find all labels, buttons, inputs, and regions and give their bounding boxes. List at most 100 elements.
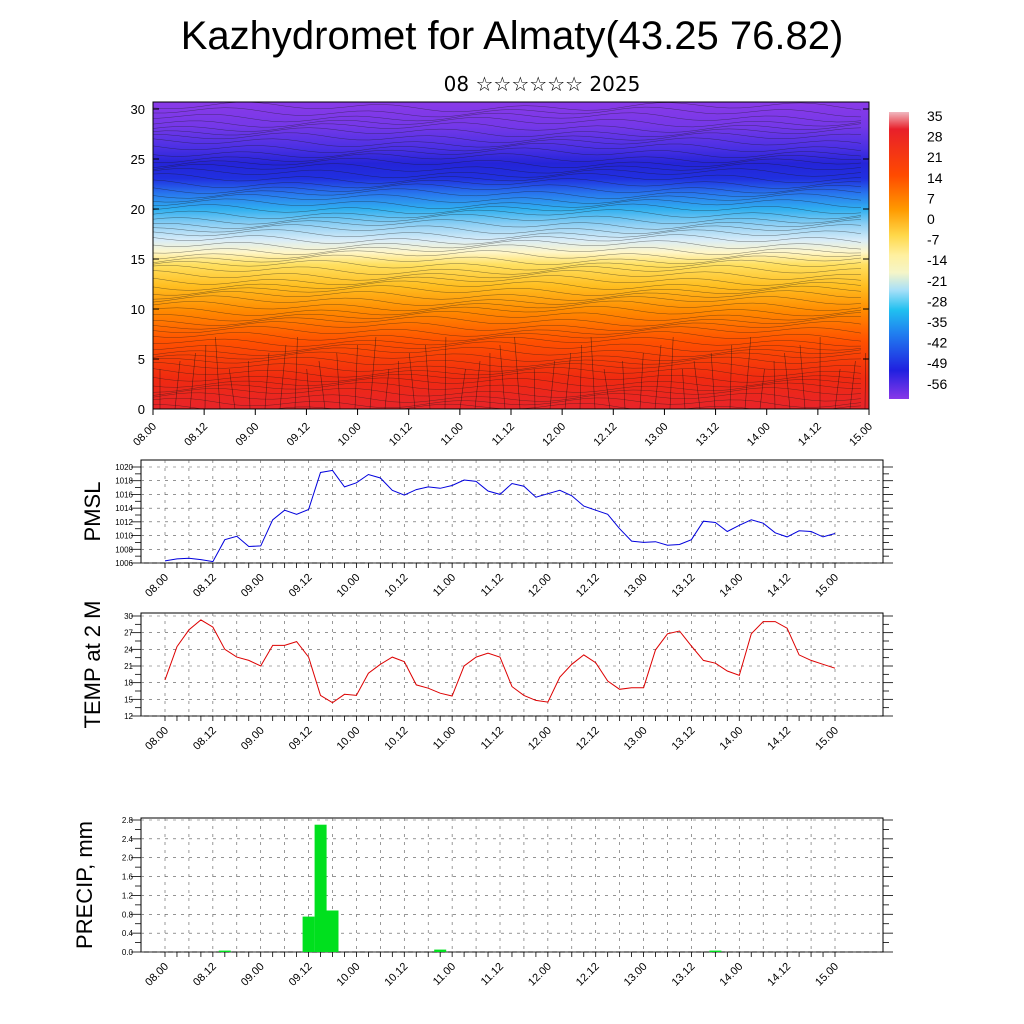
wind-barb	[849, 360, 856, 409]
wind-streamline	[153, 275, 862, 286]
y-tick-label: 1.2	[122, 891, 134, 900]
wind-barb	[189, 352, 196, 409]
x-tick-label: 09.00	[239, 572, 267, 600]
x-tick-label: 14.00	[717, 572, 745, 600]
wind-streamline	[153, 193, 862, 204]
x-tick-label: 11.00	[431, 725, 458, 752]
colorbar-label: 0	[927, 211, 935, 227]
wind-barb	[564, 352, 572, 409]
x-tick-label: 13.00	[622, 725, 650, 753]
x-tick-label: 11.12	[490, 421, 517, 448]
x-tick-label: 10.00	[335, 725, 363, 753]
wind-barb	[264, 352, 270, 409]
wind-streamline	[153, 229, 862, 240]
wind-streamline	[153, 203, 862, 215]
wind-barb	[533, 368, 536, 409]
x-tick-label: 10.12	[382, 725, 410, 753]
wind-streamline	[153, 347, 862, 357]
wind-barb	[654, 344, 662, 409]
x-tick-label: 12.00	[526, 961, 554, 989]
wind-streamline	[153, 127, 862, 137]
y-tick-label: 18	[124, 679, 133, 688]
precip-bar	[709, 950, 722, 952]
wind-streamline	[153, 397, 862, 408]
wind-barb	[773, 360, 776, 409]
cross-section-x-axis: 08.00 08.12 09.00 09.12 10.00 10.12 11.00 11.12…	[131, 409, 875, 449]
wind-streamline	[153, 259, 862, 271]
x-tick-label: 15.00	[847, 421, 875, 449]
x-tick-label: 09.00	[233, 421, 261, 449]
y-tick-label: 1016	[115, 490, 133, 499]
x-tick-label: 10.12	[382, 961, 410, 989]
x-tick-label: 14.12	[765, 725, 793, 753]
wind-streamline	[153, 188, 862, 199]
colorbar-label: 28	[927, 129, 943, 145]
x-tick-label: 08.00	[143, 961, 171, 989]
x-tick-label: 11.00	[431, 961, 458, 988]
colorbar-label: 14	[927, 170, 943, 186]
y-tick-label: 27	[124, 629, 133, 638]
y-tick-label: 30	[131, 102, 145, 117]
y-tick-label: 1014	[115, 504, 133, 513]
wind-streamline	[153, 173, 862, 184]
wind-barb	[784, 352, 791, 409]
wind-streamline	[153, 254, 862, 265]
x-tick-label: 15.00	[813, 725, 841, 753]
x-tick-label: 13.00	[643, 421, 671, 449]
wind-barb	[639, 352, 644, 409]
wind-streamline	[153, 377, 862, 388]
x-tick-label: 14.12	[765, 572, 793, 600]
x-tick-label: 13.12	[694, 421, 722, 449]
wind-streamline	[153, 316, 862, 327]
wind-streamline	[153, 163, 862, 174]
wind-streamline	[153, 132, 862, 143]
colorbar-label: 21	[927, 149, 943, 165]
y-tick-label: 2.4	[122, 835, 134, 844]
x-tick-label: 08.12	[191, 961, 219, 989]
wind-barb	[590, 336, 596, 409]
wind-barb	[669, 336, 674, 409]
wind-streamline	[153, 321, 862, 331]
x-tick-label: 11.12	[479, 961, 506, 988]
x-tick-label: 09.12	[287, 572, 315, 600]
wind-barb	[622, 360, 626, 409]
wind-streamline	[153, 331, 862, 342]
colorbar-label: -49	[927, 355, 947, 371]
wind-streamline	[153, 157, 862, 169]
x-tick-label: 13.12	[670, 572, 698, 600]
x-tick-label: 09.00	[239, 961, 267, 989]
x-tick-label: 09.00	[239, 725, 267, 753]
wind-barb	[369, 336, 377, 409]
wind-barb	[397, 360, 401, 409]
wind-streamline	[153, 153, 862, 164]
cross-section-panel: 0 5 10 15 20 25 30 08.00 08.12 09.00 09.12 10.00 10…	[131, 101, 875, 449]
wind-barb	[204, 344, 207, 409]
wind-streamline	[153, 290, 862, 301]
series-line	[164, 469, 836, 563]
wind-streamline	[153, 224, 862, 234]
y-axis-title: PMSL	[80, 482, 105, 542]
wind-barb	[279, 344, 287, 409]
y-tick-label: 2.0	[122, 854, 134, 863]
wind-barb	[174, 360, 181, 409]
panel-frame	[140, 612, 884, 717]
wind-streamline	[153, 306, 862, 317]
wind-barb	[336, 352, 341, 409]
wind-streamline	[153, 122, 862, 133]
x-tick-label: 14.12	[765, 961, 793, 989]
wind-streamline	[153, 265, 862, 275]
wind-streamline	[153, 209, 862, 220]
wind-streamline	[153, 178, 862, 189]
x-tick-label: 08.00	[143, 572, 171, 600]
colorbar: 35 28 21 14 7 0 -7 -14 -21 -28 -35 -42 -49 -56	[889, 108, 947, 399]
wind-barb	[459, 368, 466, 409]
x-tick-label: 10.00	[335, 961, 363, 989]
x-tick-label: 14.00	[717, 725, 745, 753]
panel-grid	[141, 818, 883, 953]
wind-streamline	[153, 244, 862, 255]
wind-barb	[729, 344, 733, 409]
wind-streamline	[153, 300, 862, 312]
colorbar-label: -21	[927, 273, 947, 289]
y-tick-label: 1018	[115, 477, 133, 486]
